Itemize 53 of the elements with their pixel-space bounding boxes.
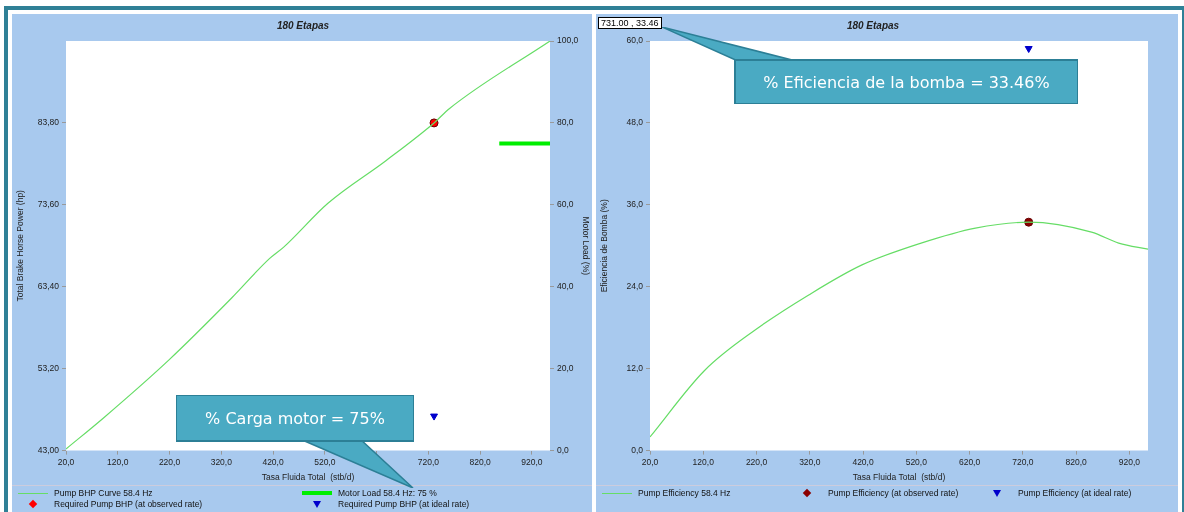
legend-label: Motor Load 58.4 Hz: 75 % xyxy=(338,488,437,498)
y2-tick-label: 40,0 xyxy=(557,281,574,292)
y2-tick-label: 0,0 xyxy=(557,444,570,455)
legend-label: Pump Efficiency 58.4 Hz xyxy=(638,488,731,498)
x-tick-label: 820,0 xyxy=(469,457,492,468)
text: 731.00 , 33.46 xyxy=(598,17,662,29)
y-tick-label: 36,0 xyxy=(626,199,644,210)
x-tick-label: 920,0 xyxy=(521,457,543,468)
y2-tick-label: 80,0 xyxy=(557,117,574,128)
y2-tick-label: 100,0 xyxy=(557,35,579,46)
y-axis-title: Total Brake Horse Power (hp) xyxy=(15,189,26,302)
y-tick-label: 12,0 xyxy=(626,363,644,374)
x-axis-title: Tasa Fluida Total (stb/d) xyxy=(852,472,946,483)
legend-label: Pump BHP Curve 58.4 Hz xyxy=(54,488,153,498)
y-tick-label: 43,00 xyxy=(37,444,60,455)
annotation: % Carga motor = 75% xyxy=(176,395,414,441)
y2-tick-label: 60,0 xyxy=(557,199,574,210)
legend-label: Required Pump BHP (at observed rate) xyxy=(54,499,203,509)
x-tick-label: 420,0 xyxy=(262,457,284,468)
x-tick-label: 620,0 xyxy=(958,457,981,468)
legend-label: Pump Efficiency (at observed rate) xyxy=(828,488,959,498)
y2-axis-title: Motor Load (%) xyxy=(580,216,591,276)
x-tick-label: 320,0 xyxy=(799,457,821,468)
chart-title: 180 Etapas xyxy=(276,19,330,31)
y-tick-label: 24,0 xyxy=(626,281,644,292)
line-series xyxy=(66,41,550,450)
x-tick-label: 20,0 xyxy=(641,457,659,468)
y-tick-label: 63,40 xyxy=(37,281,60,292)
x-tick-label: 20,0 xyxy=(57,457,75,468)
y-axis-title: Eficiencia de Bomba (%) xyxy=(599,199,610,293)
y-tick-label: 73,60 xyxy=(37,199,60,210)
x-tick-label: 420,0 xyxy=(852,457,874,468)
x-tick-label: 520,0 xyxy=(314,457,336,468)
legend-label: Pump Efficiency (at ideal rate) xyxy=(1018,488,1132,498)
x-tick-label: 520,0 xyxy=(905,457,928,468)
y-tick-label: 83,80 xyxy=(37,117,60,128)
legend-label: Required Pump BHP (at ideal rate) xyxy=(338,499,470,509)
x-tick-label: 120,0 xyxy=(107,457,129,468)
x-tick-label: 220,0 xyxy=(158,457,181,468)
y-tick-label: 48,0 xyxy=(626,117,644,128)
x-tick-label: 320,0 xyxy=(210,457,233,468)
x-tick-label: 720,0 xyxy=(1012,457,1034,468)
y2-tick-label: 20,0 xyxy=(557,363,574,374)
x-tick-label: 220,0 xyxy=(745,457,768,468)
x-tick-label: 820,0 xyxy=(1065,457,1087,468)
x-tick-label: 920,0 xyxy=(1118,457,1141,468)
annotation: % Eficiencia de la bomba = 33.46% xyxy=(735,60,1078,104)
x-tick-label: 720,0 xyxy=(417,457,440,468)
y-tick-label: 53,20 xyxy=(37,363,60,374)
y-tick-label: 60,0 xyxy=(626,35,644,46)
x-axis-title: Tasa Fluida Total (stb/d) xyxy=(261,472,355,483)
y-tick-label: 0,0 xyxy=(631,444,644,455)
x-tick-label: 120,0 xyxy=(692,457,715,468)
